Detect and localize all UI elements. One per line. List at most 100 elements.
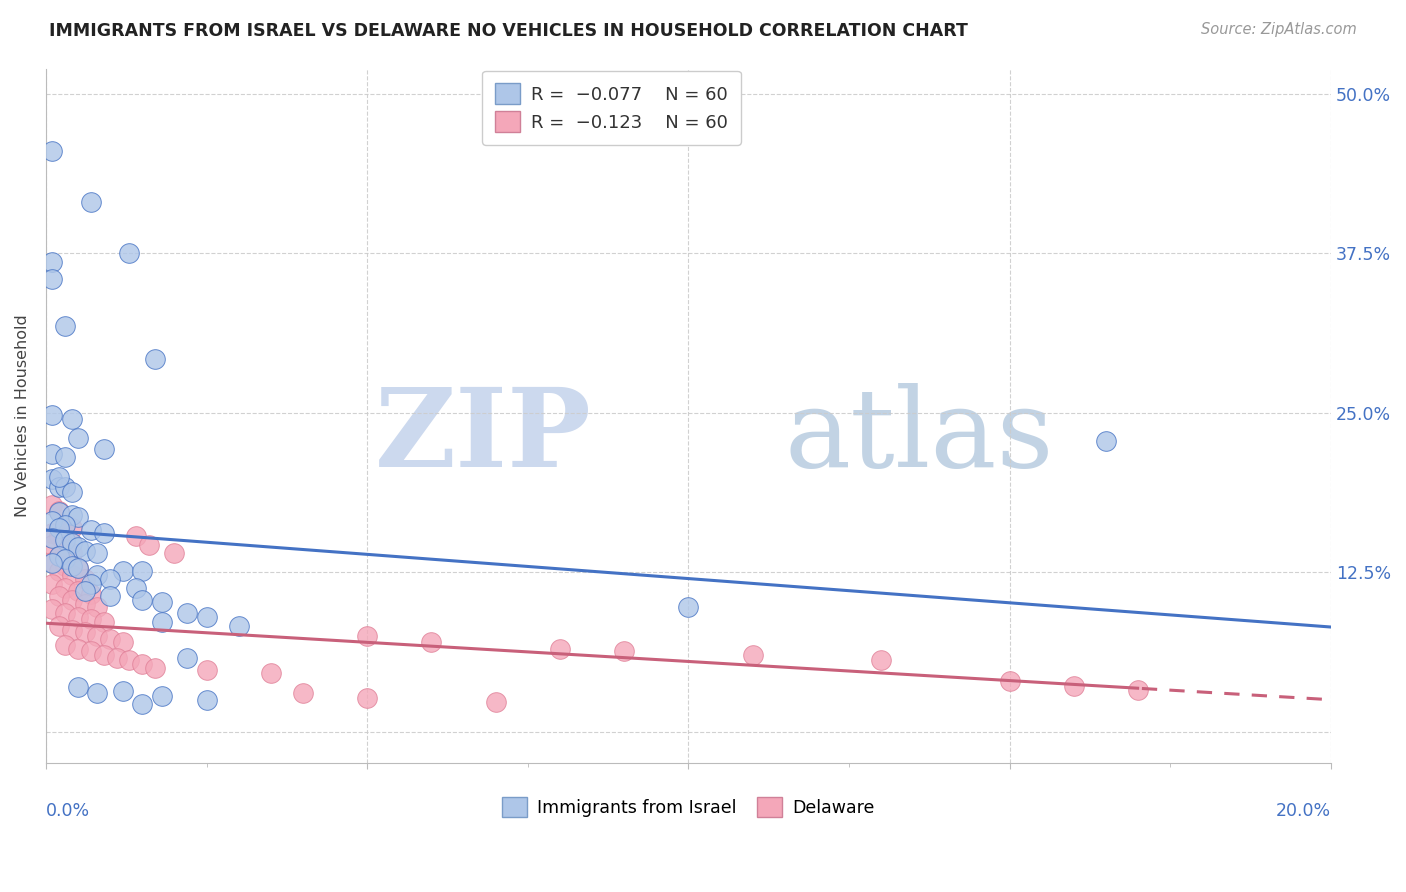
Point [93,525,115,540]
Point [48,549,70,563]
Point [48,469,70,483]
Text: atlas: atlas [785,384,1054,491]
Point [112,564,135,578]
Point [80,644,103,658]
Point [67,641,90,656]
Point [41,602,63,616]
Point [86,599,108,614]
Point [228,619,250,633]
Point [48,520,70,534]
Point [41,255,63,269]
Point [613,644,636,658]
Point [73,543,96,558]
Point [420,635,443,649]
Point [176,650,198,665]
Point [53,518,76,533]
Point [98,572,121,586]
Point [67,610,90,624]
Point [41,514,63,528]
Point [67,584,90,599]
Point [131,697,153,711]
Point [80,612,103,626]
Point [98,590,121,604]
Text: 0.0%: 0.0% [46,803,90,821]
Point [60,508,83,522]
Point [41,498,63,512]
Point [41,576,63,591]
Point [741,648,763,662]
Point [60,546,83,560]
Point [48,619,70,633]
Point [60,520,83,534]
Point [112,635,135,649]
Point [60,558,83,573]
Point [48,529,70,543]
Point [41,531,63,545]
Point [1063,679,1085,693]
Point [1095,434,1118,448]
Point [80,576,103,591]
Point [41,525,63,540]
Point [67,431,90,445]
Point [53,552,76,566]
Point [41,409,63,423]
Text: Source: ZipAtlas.com: Source: ZipAtlas.com [1201,22,1357,37]
Point [870,653,893,667]
Point [131,564,153,578]
Point [678,599,700,614]
Point [998,673,1021,688]
Point [195,610,218,624]
Point [53,516,76,531]
Point [53,558,76,573]
Point [98,632,121,646]
Point [53,542,76,557]
Point [60,623,83,637]
Point [41,538,63,552]
Point [53,581,76,595]
Point [163,546,186,560]
Point [118,653,141,667]
Point [53,606,76,620]
Point [143,352,166,367]
Point [60,567,83,582]
Point [93,615,115,629]
Point [86,546,108,560]
Point [48,505,70,519]
Point [86,686,108,700]
Point [86,629,108,643]
Y-axis label: No Vehicles in Household: No Vehicles in Household [15,315,30,517]
Point [176,606,198,620]
Point [48,564,70,578]
Point [48,590,70,604]
Point [93,442,115,456]
Point [131,593,153,607]
Point [41,272,63,286]
Point [41,556,63,570]
Point [291,686,314,700]
Point [60,484,83,499]
Legend: Immigrants from Israel, Delaware: Immigrants from Israel, Delaware [495,790,882,824]
Point [48,504,70,518]
Point [356,691,378,706]
Point [80,523,103,537]
Point [80,195,103,210]
Point [73,572,96,586]
Point [195,664,218,678]
Point [48,549,70,563]
Point [67,561,90,575]
Point [1128,682,1150,697]
Point [138,538,160,552]
Point [60,412,83,426]
Text: ZIP: ZIP [375,384,592,491]
Point [118,246,141,260]
Point [67,510,90,524]
Point [112,683,135,698]
Point [548,641,571,656]
Point [131,657,153,671]
Text: IMMIGRANTS FROM ISRAEL VS DELAWARE NO VEHICLES IN HOUSEHOLD CORRELATION CHART: IMMIGRANTS FROM ISRAEL VS DELAWARE NO VE… [49,22,969,40]
Point [60,593,83,607]
Point [53,533,76,548]
Point [143,661,166,675]
Point [60,536,83,550]
Point [80,587,103,601]
